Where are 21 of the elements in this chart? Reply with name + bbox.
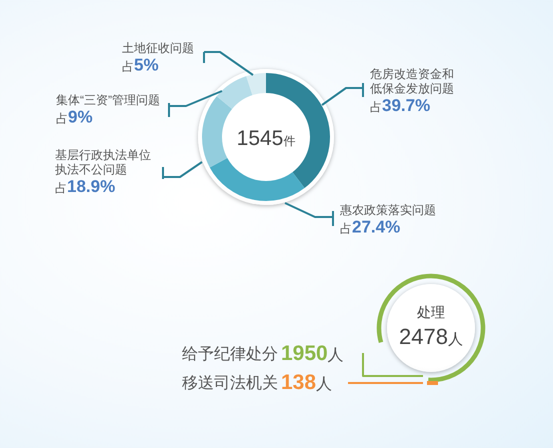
data-label: 占5% [122,56,159,74]
slice-label: 基层行政执法单位执法不公问题 [55,148,151,176]
data-label: 占39.7% [370,96,430,115]
slice-label: 土地征收问题 [122,41,194,55]
slice-label: 惠农政策落实问题 [339,203,436,217]
data-label: 占18.9% [55,177,116,196]
donut-slice [216,76,252,109]
data-label: 占27.4% [340,218,400,236]
donut-slice [210,158,305,201]
text: 1950人 [281,342,344,365]
text: 138人 [281,371,332,394]
category-label: 给予纪律处分 [182,345,278,363]
donut-slice [246,73,266,96]
text: 处理 [417,304,445,320]
text: 1545件 [236,127,296,150]
slice-label: 集体“三资”管理问题 [56,93,160,107]
donut-slice [202,96,232,168]
category-label: 移送司法机关 [182,374,278,392]
data-label: 占9% [56,108,93,126]
slice-label: 危房改造资金和低保金发放问题 [370,67,454,96]
text: 2478人 [399,324,463,349]
